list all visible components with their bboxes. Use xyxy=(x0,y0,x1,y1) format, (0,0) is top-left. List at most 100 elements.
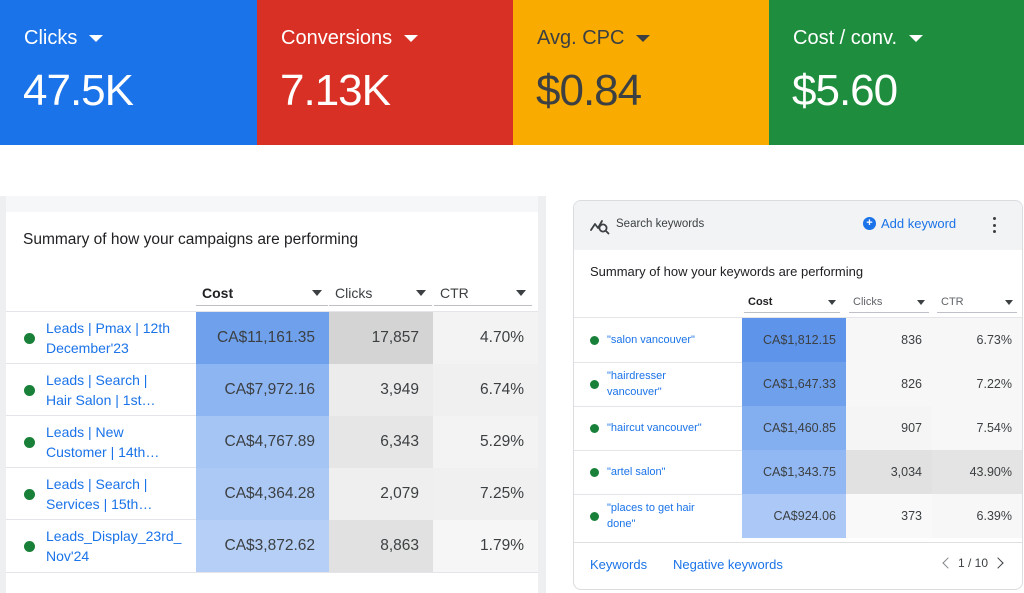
table-row: "hairdresser vancouver" CA$1,647.33 826 … xyxy=(574,362,1022,406)
card-footer: Keywords Negative keywords 1 / 10 xyxy=(574,542,1022,589)
status-dot-icon xyxy=(590,423,599,433)
clicks-cell: 373 xyxy=(846,494,932,538)
row-divider xyxy=(6,311,538,312)
metric-tile-conversions[interactable]: Conversions 7.13K xyxy=(257,0,513,145)
more-options-icon[interactable] xyxy=(988,216,1000,234)
cost-cell: CA$4,364.28 xyxy=(196,468,329,520)
add-keyword-button[interactable]: + Add keyword xyxy=(863,216,956,231)
keyword-link[interactable]: "hairdresser vancouver" xyxy=(607,370,666,398)
clicks-cell: 2,079 xyxy=(329,468,433,520)
keywords-summary-title: Summary of how your keywords are perform… xyxy=(590,264,864,279)
cost-cell: CA$7,972.16 xyxy=(196,364,329,416)
status-dot-icon xyxy=(590,379,599,389)
campaign-name-cell: Leads | Search | Hair Salon | 1st… xyxy=(6,364,196,416)
cost-cell: CA$1,812.15 xyxy=(742,318,846,362)
metric-label[interactable]: Avg. CPC xyxy=(537,27,651,50)
table-row: Leads | New Customer | 14th… CA$4,767.89… xyxy=(6,416,538,468)
campaign-name-cell: Leads | Pmax | 12th December'23 xyxy=(6,312,196,364)
panel-edge xyxy=(0,196,6,593)
keyword-link[interactable]: "haircut vancouver" xyxy=(607,422,702,434)
sort-caret-icon[interactable] xyxy=(1005,299,1013,305)
kw-column-header-ctr[interactable]: CTR xyxy=(937,293,1017,313)
column-header-label: Clicks xyxy=(853,296,883,308)
campaigns-summary-title: Summary of how your campaigns are perfor… xyxy=(23,231,359,248)
pagination: 1 / 10 xyxy=(942,556,1004,570)
cost-cell: CA$1,460.85 xyxy=(742,406,846,450)
column-header-clicks[interactable]: Clicks xyxy=(329,282,432,306)
kw-column-header-cost[interactable]: Cost xyxy=(744,293,840,313)
dropdown-caret-icon[interactable] xyxy=(636,35,651,42)
metric-tiles: Clicks 47.5K Conversions 7.13K Avg. CPC … xyxy=(0,0,1024,145)
row-divider xyxy=(6,519,196,520)
metric-value: 47.5K xyxy=(23,66,134,115)
column-header-label: CTR xyxy=(941,296,964,308)
row-divider xyxy=(574,494,742,495)
ctr-cell: 1.79% xyxy=(433,520,538,572)
row-divider xyxy=(6,363,196,364)
table-row: Leads | Search | Services | 15th… CA$4,3… xyxy=(6,468,538,520)
campaign-link[interactable]: Leads_Display_23rd_ Nov'24 xyxy=(46,528,182,564)
clicks-cell: 6,343 xyxy=(329,416,433,468)
tab-keywords[interactable]: Keywords xyxy=(590,557,648,572)
cost-cell: CA$4,767.89 xyxy=(196,416,329,468)
ctr-cell: 6.39% xyxy=(932,494,1022,538)
panel-top-band xyxy=(6,196,538,212)
metric-tile-clicks[interactable]: Clicks 47.5K xyxy=(0,0,257,145)
ctr-cell: 5.29% xyxy=(433,416,538,468)
column-header-cost[interactable]: Cost xyxy=(196,282,328,306)
table-row: "salon vancouver" CA$1,812.15 836 6.73% xyxy=(574,318,1022,362)
table-row: "artel salon" CA$1,343.75 3,034 43.90% xyxy=(574,450,1022,494)
status-dot-icon xyxy=(24,488,35,500)
keyword-link[interactable]: "salon vancouver" xyxy=(607,334,695,346)
metric-label[interactable]: Clicks xyxy=(24,27,104,50)
header-underline xyxy=(196,305,328,306)
campaign-link[interactable]: Leads | Search | Services | 15th… xyxy=(46,476,153,512)
metric-tile-avg-cpc[interactable]: Avg. CPC $0.84 xyxy=(513,0,769,145)
clicks-cell: 836 xyxy=(846,318,932,362)
table-row: Leads_Display_23rd_ Nov'24 CA$3,872.62 8… xyxy=(6,520,538,572)
sort-caret-icon[interactable] xyxy=(828,299,836,305)
tab-negative-keywords[interactable]: Negative keywords xyxy=(673,557,783,572)
keyword-name-cell: "salon vancouver" xyxy=(574,318,741,362)
header-underline xyxy=(434,305,532,306)
sort-caret-icon[interactable] xyxy=(516,290,526,296)
status-dot-icon xyxy=(24,540,35,552)
sort-caret-icon[interactable] xyxy=(312,290,322,296)
card-header-title: Search keywords xyxy=(616,218,705,230)
ctr-cell: 43.90% xyxy=(932,450,1022,494)
row-divider xyxy=(574,406,742,407)
chevron-left-icon[interactable] xyxy=(942,557,954,569)
metric-value: $5.60 xyxy=(792,66,898,115)
sort-caret-icon[interactable] xyxy=(917,299,925,305)
campaign-link[interactable]: Leads | Pmax | 12th December'23 xyxy=(46,320,171,356)
cost-cell: CA$1,647.33 xyxy=(742,362,846,406)
table-row: "places to get hair done" CA$924.06 373 … xyxy=(574,494,1022,538)
cost-cell: CA$3,872.62 xyxy=(196,520,329,572)
campaign-name-cell: Leads | Search | Services | 15th… xyxy=(6,468,196,520)
ctr-cell: 6.74% xyxy=(433,364,538,416)
clicks-cell: 907 xyxy=(846,406,932,450)
dropdown-caret-icon[interactable] xyxy=(404,35,419,42)
metric-label[interactable]: Conversions xyxy=(281,27,419,50)
row-divider xyxy=(6,572,538,573)
metric-value: 7.13K xyxy=(280,66,391,115)
chevron-right-icon[interactable] xyxy=(992,557,1004,569)
cost-cell: CA$11,161.35 xyxy=(196,312,329,364)
dropdown-caret-icon[interactable] xyxy=(89,35,104,42)
header-underline xyxy=(937,312,1017,313)
metric-tile-cost-per-conv[interactable]: Cost / conv. $5.60 xyxy=(769,0,1024,145)
dropdown-caret-icon[interactable] xyxy=(909,35,924,42)
campaign-name-cell: Leads_Display_23rd_ Nov'24 xyxy=(6,520,196,572)
table-row: Leads | Pmax | 12th December'23 CA$11,16… xyxy=(6,312,538,364)
campaign-link[interactable]: Leads | New Customer | 14th… xyxy=(46,424,160,460)
column-header-ctr[interactable]: CTR xyxy=(434,282,532,306)
keyword-link[interactable]: "artel salon" xyxy=(607,466,666,478)
campaign-link[interactable]: Leads | Search | Hair Salon | 1st… xyxy=(46,372,156,408)
keyword-link[interactable]: "places to get hair done" xyxy=(607,502,695,530)
ctr-cell: 4.70% xyxy=(433,312,538,364)
kw-column-header-clicks[interactable]: Clicks xyxy=(849,293,929,313)
search-keywords-icon xyxy=(590,220,610,235)
column-header-label: Clicks xyxy=(335,285,373,301)
sort-caret-icon[interactable] xyxy=(416,290,426,296)
metric-label[interactable]: Cost / conv. xyxy=(793,27,924,50)
